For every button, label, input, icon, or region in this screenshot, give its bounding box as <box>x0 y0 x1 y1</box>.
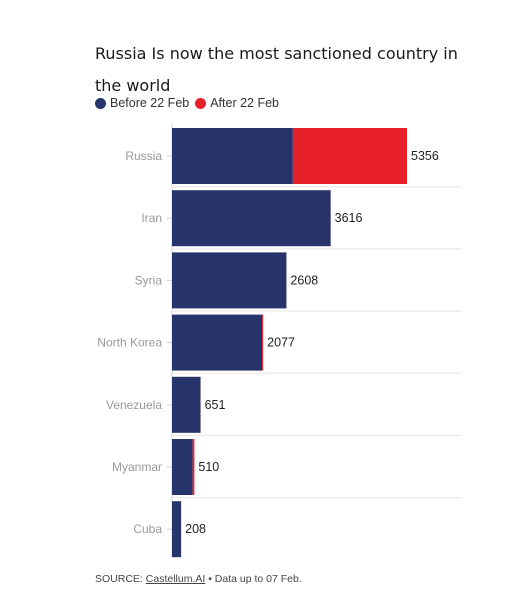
source-prefix: SOURCE: <box>95 573 146 585</box>
legend-swatch-after <box>195 97 207 109</box>
category-label-myanmar: Myanmar <box>112 460 162 474</box>
bar-before-north-korea <box>172 314 263 371</box>
legend-item-after: After 22 Feb <box>195 96 279 110</box>
category-label-iran: Iran <box>141 211 162 225</box>
chart-legend: Before 22 Feb After 22 Feb <box>95 96 285 110</box>
legend-swatch-before <box>95 97 106 109</box>
bar-after-north-korea <box>262 314 264 371</box>
bar-before-iran <box>172 190 331 247</box>
value-label-russia: 5356 <box>411 149 439 163</box>
legend-label-after: After 22 Feb <box>210 96 280 110</box>
value-label-syria: 2608 <box>290 273 318 287</box>
source-suffix: • Data up to 07 Feb. <box>205 573 302 585</box>
category-label-syria: Syria <box>135 273 163 287</box>
category-label-venezuela: Venezuela <box>106 398 162 412</box>
bar-before-venezuela <box>172 376 201 433</box>
bar-before-russia <box>172 128 293 184</box>
value-label-myanmar: 510 <box>198 460 219 474</box>
chart-title: Russia Is now the most sanctioned countr… <box>95 44 458 95</box>
legend-item-before: Before 22 Feb <box>95 96 189 110</box>
bar-before-syria <box>172 252 287 309</box>
value-label-north-korea: 2077 <box>267 336 295 350</box>
category-label-russia: Russia <box>125 149 162 163</box>
bar-before-cuba <box>172 501 182 558</box>
legend-label-before: Before 22 Feb <box>110 96 190 110</box>
bar-after-russia <box>292 128 407 184</box>
category-label-cuba: Cuba <box>133 522 162 536</box>
bar-before-myanmar <box>172 439 193 495</box>
source-link[interactable]: Castellum.AI <box>145 573 206 585</box>
value-label-iran: 3616 <box>335 211 363 225</box>
source-note: SOURCE: Castellum.AI • Data up to 07 Feb… <box>95 573 302 585</box>
bar-after-myanmar <box>192 439 195 495</box>
value-label-venezuela: 651 <box>205 398 226 412</box>
value-label-cuba: 208 <box>185 522 206 536</box>
category-label-north-korea: North Korea <box>97 336 162 350</box>
